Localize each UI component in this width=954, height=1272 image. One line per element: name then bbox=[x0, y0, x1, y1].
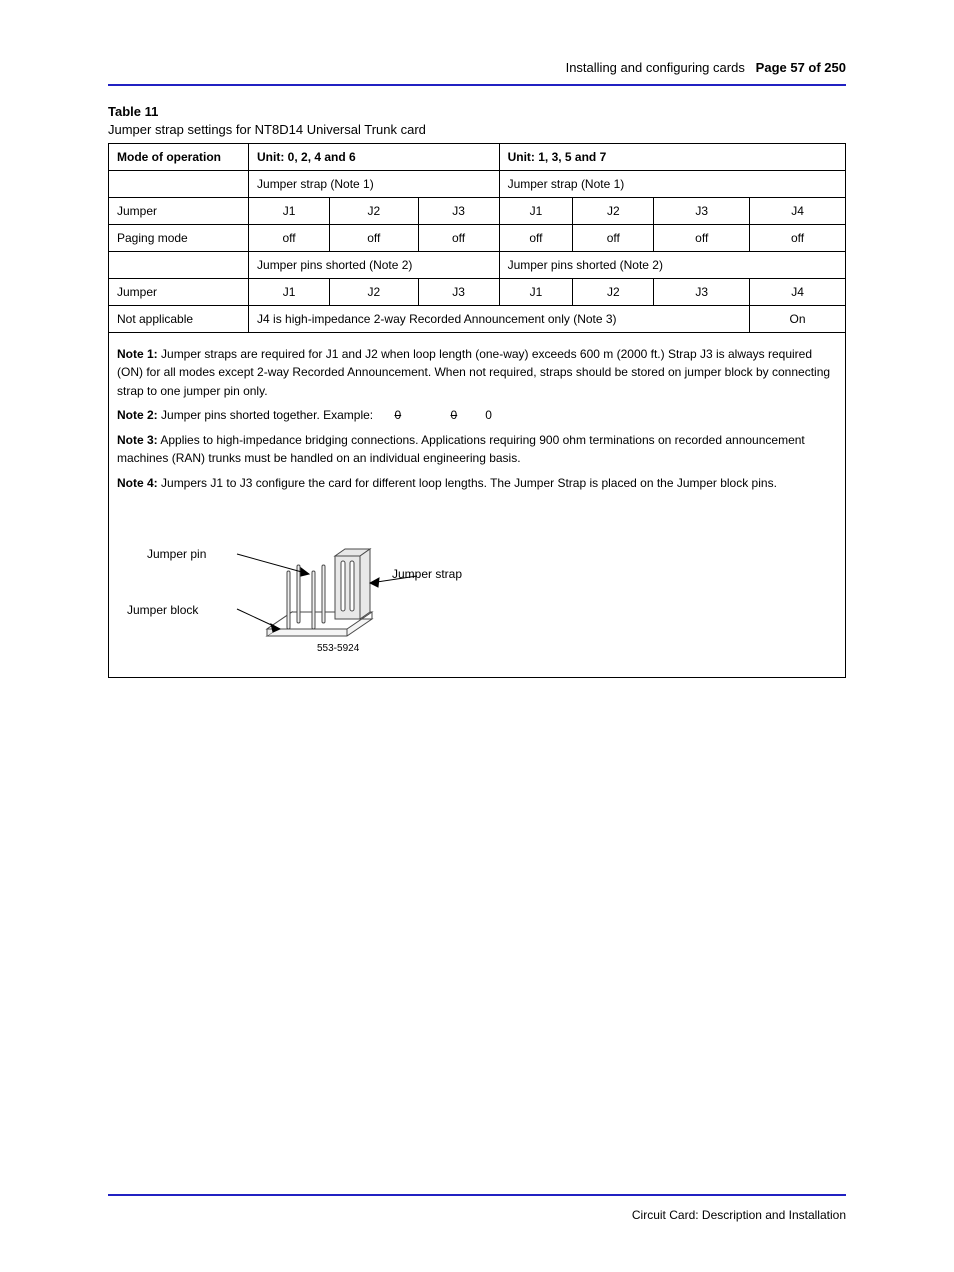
note-3-text: Applies to high-impedance bridging conne… bbox=[117, 433, 805, 466]
cell-j: J1 bbox=[249, 278, 330, 305]
cell-j: J2 bbox=[330, 197, 418, 224]
footer-rule bbox=[108, 1194, 846, 1196]
label-jumper-strap: Jumper strap bbox=[392, 565, 462, 584]
cell-v: off bbox=[750, 224, 846, 251]
header-rule bbox=[108, 84, 846, 86]
cell-jumper-label-b: Jumper bbox=[109, 278, 249, 305]
note-3-label: Note 3: bbox=[117, 433, 158, 447]
cell-on: On bbox=[750, 305, 846, 332]
cell-j: J2 bbox=[573, 278, 654, 305]
jumper-table: Mode of operation Unit: 0, 2, 4 and 6 Un… bbox=[108, 143, 846, 678]
note-2-label: Note 2: bbox=[117, 408, 158, 422]
cell-na: Not applicable bbox=[109, 305, 249, 332]
cell-j: J1 bbox=[499, 278, 573, 305]
note-2-strike-b: 0 bbox=[433, 408, 476, 422]
table-title: Jumper strap settings for NT8D14 Univers… bbox=[108, 122, 846, 137]
chapter-title: Installing and configuring cards bbox=[566, 60, 745, 75]
page-number: Page 57 of 250 bbox=[756, 60, 846, 75]
label-jumper-block: Jumper block bbox=[127, 601, 198, 620]
cell-j: J2 bbox=[330, 278, 418, 305]
cell-jumper-label-a: Jumper bbox=[109, 197, 249, 224]
hdr-mode: Mode of operation bbox=[109, 143, 249, 170]
hdr-units-b: Unit: 1, 3, 5 and 7 bbox=[499, 143, 845, 170]
cell-j: J4 bbox=[750, 278, 846, 305]
cell-j: J1 bbox=[499, 197, 573, 224]
note-2-text-a: Jumper pins shorted together. Example: bbox=[161, 408, 376, 422]
hdr-units-a: Unit: 0, 2, 4 and 6 bbox=[249, 143, 500, 170]
cell-empty2 bbox=[109, 251, 249, 278]
label-jumper-pin: Jumper pin bbox=[147, 545, 206, 564]
jumper-diagram-svg bbox=[117, 501, 487, 671]
note-4-text: Jumpers J1 to J3 configure the card for … bbox=[161, 476, 777, 490]
cell-v: off bbox=[499, 224, 573, 251]
note-4-label: Note 4: bbox=[117, 476, 158, 490]
cell-shorted-a: Jumper pins shorted (Note 2) bbox=[249, 251, 500, 278]
cell-shorted-b: Jumper pins shorted (Note 2) bbox=[499, 251, 845, 278]
cell-v: off bbox=[249, 224, 330, 251]
cell-v: off bbox=[330, 224, 418, 251]
cell-j: J1 bbox=[249, 197, 330, 224]
table-number: Table 11 bbox=[108, 104, 846, 119]
cell-j: J3 bbox=[418, 278, 499, 305]
cell-j: J4 bbox=[750, 197, 846, 224]
notes-cell: Note 1: Jumper straps are required for J… bbox=[109, 332, 846, 677]
cell-strap-note-b: Jumper strap (Note 1) bbox=[499, 170, 845, 197]
footer-text: Circuit Card: Description and Installati… bbox=[108, 1208, 846, 1222]
cell-j: J3 bbox=[418, 197, 499, 224]
jumper-diagram: Jumper pin Jumper block Jumper strap 553… bbox=[117, 501, 487, 671]
note-2: Note 2: Jumper pins shorted together. Ex… bbox=[117, 406, 837, 425]
note-2-tail: 0 bbox=[485, 408, 492, 422]
cell-empty bbox=[109, 170, 249, 197]
cell-strap-note-a: Jumper strap (Note 1) bbox=[249, 170, 500, 197]
cell-j: J3 bbox=[654, 278, 750, 305]
page: Installing and configuring cards Page 57… bbox=[0, 0, 954, 1272]
page-header: Installing and configuring cards Page 57… bbox=[108, 58, 846, 78]
cell-v: off bbox=[418, 224, 499, 251]
note-4: Note 4: Jumpers J1 to J3 configure the c… bbox=[117, 474, 837, 493]
note-1-text: Jumper straps are required for J1 and J2… bbox=[117, 347, 830, 398]
cell-j: J2 bbox=[573, 197, 654, 224]
label-fig-id: 553-5924 bbox=[317, 641, 359, 657]
cell-j: J3 bbox=[654, 197, 750, 224]
note-2-strike-a: 0 bbox=[376, 408, 419, 422]
cell-v: off bbox=[573, 224, 654, 251]
note-1-label: Note 1: bbox=[117, 347, 158, 361]
note-1: Note 1: Jumper straps are required for J… bbox=[117, 345, 837, 401]
note-3: Note 3: Applies to high-impedance bridgi… bbox=[117, 431, 837, 468]
cell-paging-mode: Paging mode bbox=[109, 224, 249, 251]
cell-v: off bbox=[654, 224, 750, 251]
cell-j4-desc: J4 is high-impedance 2-way Recorded Anno… bbox=[249, 305, 750, 332]
table-heading: Table 11 Jumper strap settings for NT8D1… bbox=[108, 104, 846, 137]
page-footer: Circuit Card: Description and Installati… bbox=[108, 1194, 846, 1222]
